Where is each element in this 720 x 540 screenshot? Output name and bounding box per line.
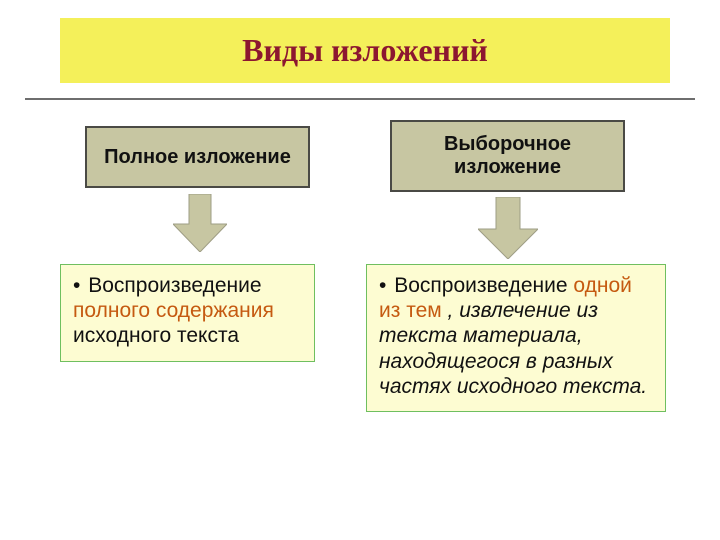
box-full-exposition: Полное изложение — [85, 126, 310, 188]
desc-highlight: полного содержания — [73, 299, 274, 322]
desc-full-exposition: Воспроизведение полного содержания исход… — [60, 264, 315, 362]
desc-selective-exposition: Воспроизведение одной из тем , извлечени… — [366, 264, 666, 412]
box-label: Полное изложение — [104, 146, 291, 169]
box-label: Выборочное изложение — [392, 133, 623, 179]
desc-lead: Воспроизведение — [88, 274, 261, 297]
title-text: Виды изложений — [242, 32, 488, 69]
arrow-down-icon — [478, 197, 538, 259]
list-item: Воспроизведение одной из тем , извлечени… — [379, 273, 653, 399]
divider — [25, 98, 695, 100]
arrow-down-icon — [173, 194, 227, 252]
title-banner: Виды изложений — [60, 18, 670, 83]
desc-lead: Воспроизведение — [394, 274, 573, 297]
desc-tail: исходного текста — [73, 324, 239, 347]
box-selective-exposition: Выборочное изложение — [390, 120, 625, 192]
list-item: Воспроизведение полного содержания исход… — [73, 273, 302, 349]
